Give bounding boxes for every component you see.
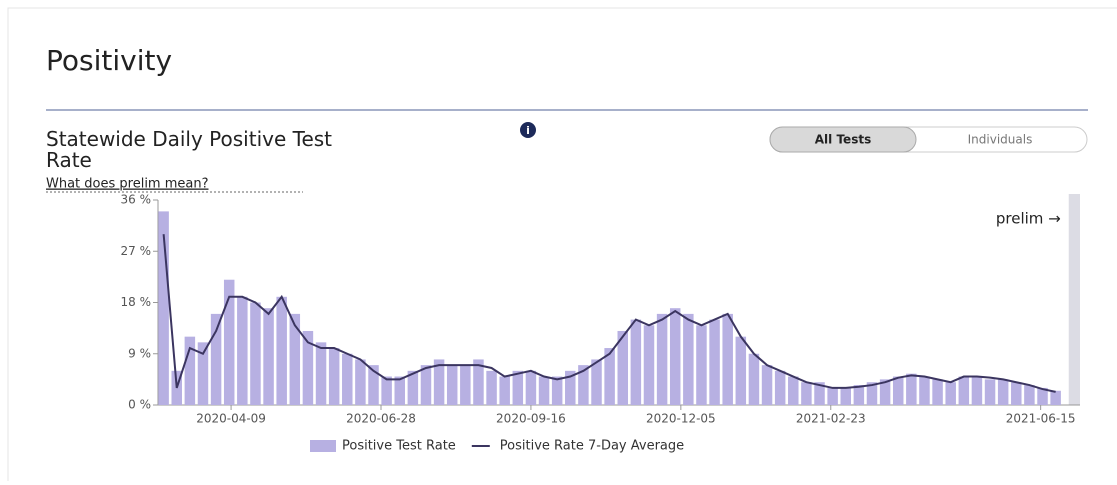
bar (748, 353, 760, 405)
bar (355, 359, 366, 405)
x-tick-label: 2020-06-28 (346, 412, 416, 426)
bar (735, 336, 747, 405)
bar (630, 319, 642, 405)
bar (853, 385, 865, 405)
bar (669, 308, 681, 405)
bar (984, 379, 996, 405)
y-tick-label: 18 % (121, 295, 152, 309)
x-tick-label: 2021-02-23 (796, 412, 866, 426)
prelim-label: prelim → (996, 210, 1061, 228)
bar (315, 342, 327, 405)
prelim-link[interactable]: What does prelim mean? (46, 177, 209, 192)
bar (801, 382, 812, 405)
bar (945, 382, 956, 405)
bar (722, 313, 733, 405)
bar (210, 313, 222, 405)
bar (289, 313, 301, 405)
bar (407, 370, 419, 405)
info-icon[interactable] (520, 122, 536, 138)
y-tick-label: 9 % (128, 346, 151, 360)
bar (302, 330, 314, 405)
bar (197, 342, 209, 405)
bar (250, 302, 261, 405)
x-tick-label: 2020-12-05 (646, 412, 716, 426)
bar (276, 296, 287, 405)
bar (342, 353, 353, 405)
legend-label: Positive Rate 7-Day Average (500, 439, 684, 454)
bar (591, 359, 602, 405)
bar (328, 348, 340, 405)
bar (551, 376, 563, 405)
bar (774, 370, 786, 405)
legend-label: Positive Test Rate (342, 439, 456, 454)
chart-title: Statewide Daily Positive Test Rate (46, 127, 332, 172)
bar (1024, 385, 1035, 405)
bar (499, 376, 510, 405)
bar (223, 279, 235, 405)
bar (617, 330, 628, 405)
bar (827, 387, 838, 405)
toggle-option[interactable]: All Tests (815, 133, 871, 147)
x-tick-label: 2020-09-16 (496, 412, 566, 426)
bar (788, 376, 799, 405)
bar (1037, 387, 1048, 405)
toggle-option[interactable]: Individuals (968, 133, 1033, 147)
chart-title-line: Rate (46, 148, 92, 172)
bar (433, 359, 445, 405)
bar (814, 382, 825, 405)
bar (892, 376, 904, 405)
bar (997, 379, 1009, 405)
bar (643, 325, 655, 405)
bar (932, 379, 943, 405)
bar (604, 348, 615, 405)
bar (906, 373, 917, 405)
bar (761, 365, 773, 405)
bar (565, 370, 576, 405)
bar (538, 376, 550, 405)
bar (696, 325, 707, 405)
bar (368, 365, 379, 405)
bar (420, 365, 432, 405)
bar (446, 365, 458, 405)
bar (184, 336, 196, 405)
bar (656, 313, 668, 405)
bar (237, 296, 248, 405)
info-icon-glyph: i (526, 124, 530, 137)
bar (866, 382, 878, 405)
card (7, 7, 1117, 485)
bar (486, 370, 497, 405)
bar (473, 359, 484, 405)
bar (394, 376, 405, 405)
y-tick-label: 0 % (128, 398, 151, 412)
y-tick-label: 36 % (121, 193, 152, 207)
x-tick-label: 2020-04-09 (196, 412, 266, 426)
page-title: Positivity (46, 44, 172, 77)
bar (879, 379, 891, 405)
legend-swatch (310, 440, 336, 452)
bar (525, 370, 537, 405)
chart-title-line: Statewide Daily Positive Test (46, 127, 332, 151)
bar (1050, 390, 1061, 405)
y-tick-label: 27 % (121, 244, 152, 258)
bar (1011, 382, 1022, 405)
bar (971, 376, 983, 405)
toggle-active[interactable] (769, 126, 917, 153)
bar (709, 319, 720, 405)
bar (263, 308, 274, 405)
bar (578, 365, 589, 405)
bar (919, 376, 930, 405)
avg-line (162, 234, 1056, 393)
x-tick-label: 2021-06-15 (1006, 412, 1076, 426)
bar (958, 376, 970, 405)
bar (460, 365, 471, 405)
bar (683, 313, 694, 405)
bar (381, 376, 392, 405)
bar (158, 211, 169, 405)
prelim-band (1068, 194, 1080, 405)
bar (840, 387, 851, 405)
bar (512, 370, 524, 405)
